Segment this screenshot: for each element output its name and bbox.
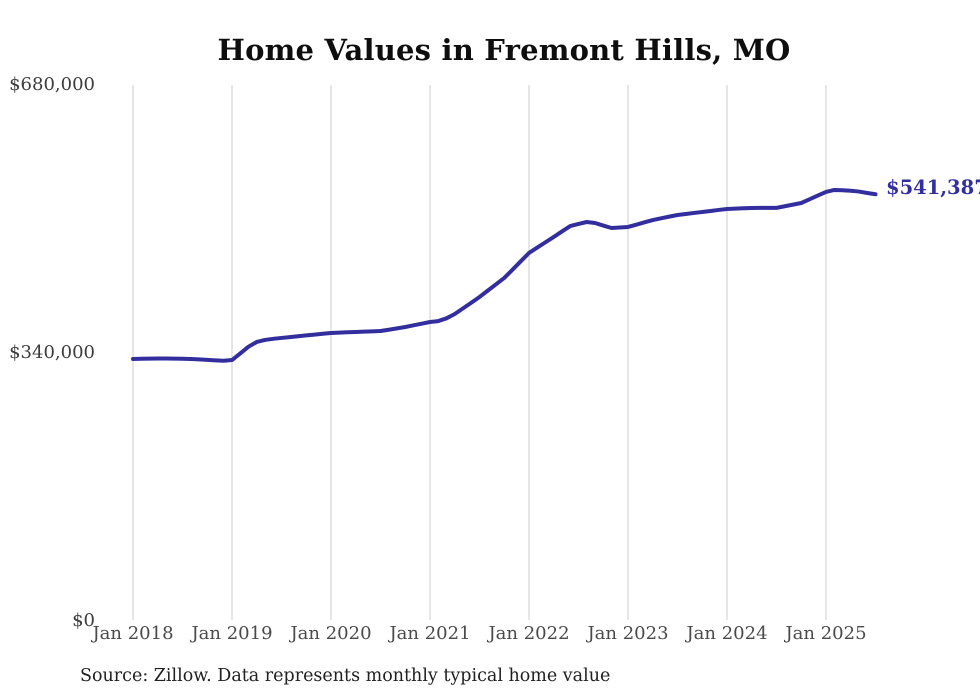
y-tick-label: $680,000 — [9, 74, 95, 95]
home-value-line — [131, 187, 878, 363]
x-tick-label: Jan 2019 — [191, 623, 273, 644]
y-tick-label: $340,000 — [9, 342, 95, 363]
chart-title: Home Values in Fremont Hills, MO — [217, 33, 791, 67]
x-tick-label: Jan 2023 — [587, 623, 669, 644]
gridlines-group — [132, 85, 827, 620]
x-tick-label: Jan 2020 — [290, 623, 372, 644]
x-tick-label: Jan 2018 — [92, 623, 174, 644]
y-tick-label: $0 — [72, 610, 95, 631]
x-tick-label: Jan 2025 — [785, 623, 867, 644]
source-note: Source: Zillow. Data represents monthly … — [80, 666, 611, 686]
last-value-label: $541,387 — [886, 176, 980, 199]
x-tick-label: Jan 2021 — [389, 623, 471, 644]
x-tick-label: Jan 2024 — [686, 623, 768, 644]
x-tick-label: Jan 2022 — [488, 623, 570, 644]
